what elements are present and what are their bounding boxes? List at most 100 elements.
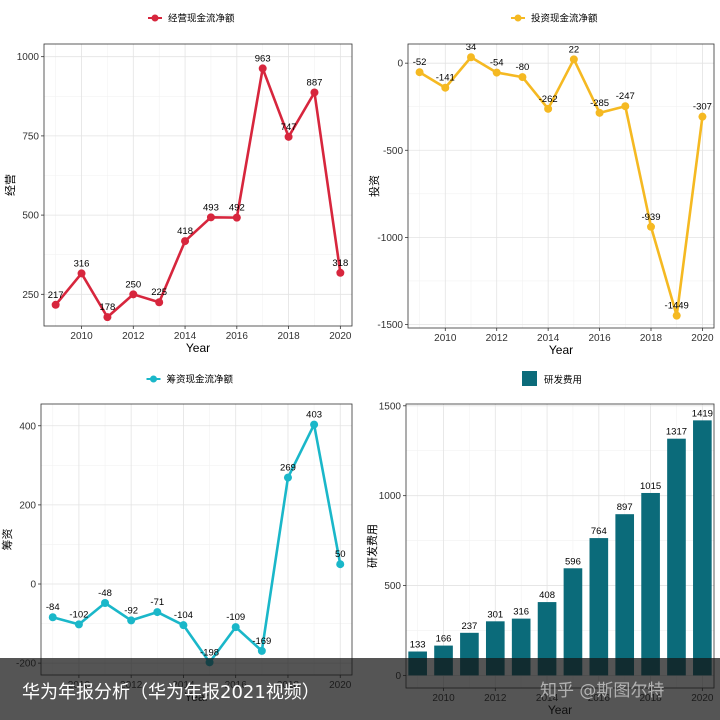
y-tick-label: -1500 — [377, 320, 403, 331]
data-label: 493 — [203, 202, 219, 213]
legend-key — [522, 371, 537, 386]
plot-border — [407, 43, 715, 329]
data-point — [127, 616, 136, 625]
data-label: -92 — [124, 605, 138, 616]
data-point — [647, 222, 655, 231]
data-label: -198 — [200, 647, 219, 658]
data-label: 747 — [281, 122, 297, 133]
data-point — [698, 112, 707, 121]
data-point — [129, 290, 138, 299]
y-axis-title: 经营 — [3, 174, 17, 196]
x-axis-title: Year — [186, 341, 210, 355]
y-axis-title: 研发费用 — [365, 524, 379, 568]
data-point — [231, 623, 240, 632]
x-tick-label: 2012 — [486, 333, 509, 344]
y-tick-label: 0 — [397, 59, 403, 70]
data-point — [544, 104, 553, 113]
chart-panel-1: 2010 2012 2014 2016 2018 2020 250 500 750 1000 Yea… — [3, 13, 353, 355]
chart-panel-3: 201020122014201620182020-2000200400Year筹… — [0, 374, 353, 704]
x-tick-label: 2018 — [640, 333, 663, 344]
data-label: 34 — [466, 42, 477, 53]
x-tick-label: 2018 — [277, 331, 300, 342]
bar — [615, 514, 635, 676]
data-point — [74, 620, 83, 629]
bar — [641, 492, 660, 676]
x-tick-label: 2014 — [537, 333, 560, 344]
legend-key-point — [150, 375, 157, 383]
data-label: 178 — [99, 302, 115, 313]
data-label: -109 — [226, 612, 245, 623]
data-label: -48 — [98, 588, 112, 599]
data-point — [101, 598, 110, 607]
plot-border — [43, 43, 353, 327]
x-tick-label: 2014 — [174, 331, 197, 342]
data-point — [336, 268, 345, 277]
y-tick-label: 1500 — [379, 401, 402, 412]
y-tick-label: 400 — [19, 421, 36, 432]
data-label: -262 — [539, 94, 558, 105]
legend-key-point — [151, 14, 159, 22]
data-point — [206, 213, 215, 222]
data-label: 318 — [332, 258, 348, 269]
data-label: 217 — [48, 290, 64, 301]
data-label: 963 — [255, 53, 271, 64]
data-label: 22 — [569, 44, 580, 55]
data-label: 166 — [436, 634, 452, 645]
data-point — [672, 311, 681, 320]
data-point — [310, 88, 319, 97]
data-point — [179, 621, 188, 630]
data-label: -54 — [490, 58, 504, 69]
legend-key-point — [514, 14, 522, 22]
data-point — [103, 313, 112, 322]
bar — [537, 602, 557, 676]
data-label: -285 — [590, 98, 609, 109]
data-point — [569, 55, 578, 64]
data-label: 1419 — [692, 408, 713, 419]
data-label: -102 — [69, 609, 88, 620]
data-label: -80 — [516, 62, 530, 73]
data-label: 492 — [229, 203, 245, 214]
data-label: -104 — [174, 610, 193, 621]
bar — [563, 568, 583, 676]
data-label: 764 — [591, 526, 607, 537]
data-label: -71 — [150, 597, 164, 608]
data-point — [155, 298, 164, 307]
x-tick-label: 2016 — [226, 331, 249, 342]
data-label: 225 — [151, 287, 167, 298]
data-point — [153, 608, 162, 617]
data-label: 237 — [461, 621, 477, 632]
data-point — [441, 83, 450, 92]
data-label: 418 — [177, 226, 193, 237]
data-label: 1317 — [666, 427, 687, 438]
plot-background — [406, 404, 714, 688]
y-tick-label: 1000 — [379, 491, 402, 502]
data-label: 50 — [335, 549, 346, 560]
data-label: -307 — [693, 102, 712, 113]
data-point — [257, 646, 266, 655]
y-tick-label: 200 — [19, 500, 36, 511]
data-label: 316 — [513, 607, 529, 618]
legend-label: 经营现金流净额 — [168, 13, 235, 25]
data-label: -141 — [436, 73, 455, 84]
y-tick-label: 750 — [22, 131, 39, 142]
y-tick-label: 500 — [22, 211, 39, 222]
legend-label: 投资现金流净额 — [531, 13, 598, 25]
y-tick-label: 0 — [30, 580, 36, 591]
data-label: -1449 — [665, 301, 689, 312]
x-tick-label: 2010 — [434, 333, 457, 344]
data-label: 897 — [617, 502, 633, 513]
series-line — [54, 67, 342, 319]
y-tick-label: -1000 — [377, 233, 403, 244]
data-point — [232, 213, 241, 222]
data-point — [258, 64, 267, 73]
legend-label: 研发费用 — [544, 374, 582, 386]
data-label: 887 — [307, 77, 323, 88]
y-tick-label: 500 — [384, 581, 401, 592]
y-tick-label: -500 — [383, 146, 403, 157]
watermark: 知乎 @斯图尔特 — [540, 681, 665, 701]
series-line — [52, 423, 342, 664]
series-line — [418, 55, 704, 317]
bar — [693, 420, 712, 676]
caption-text: 华为年报分析（华为年报2021视频） — [22, 682, 320, 703]
data-point — [415, 68, 424, 77]
